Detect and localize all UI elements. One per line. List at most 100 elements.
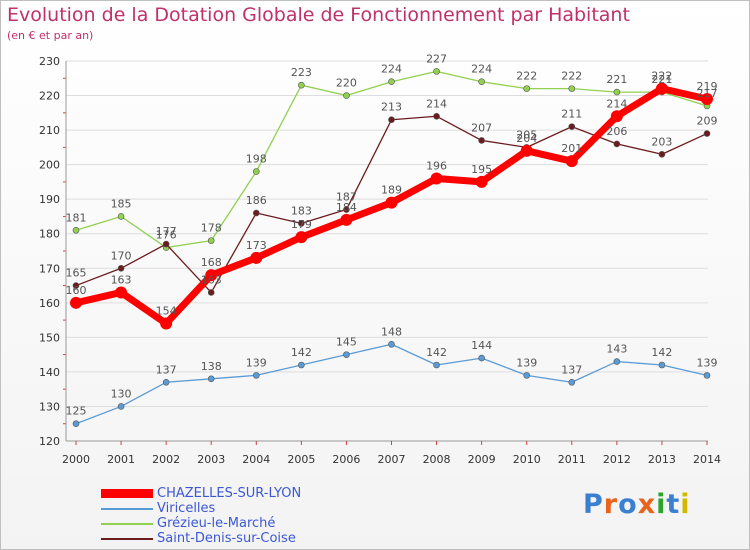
data-labels: 125 130 137 138 139 142 145 148 142 144 139 137 143 1… xyxy=(66,52,718,417)
logo-letter: i xyxy=(680,489,691,520)
x-tick-label: 2012 xyxy=(603,453,631,466)
data-label: 177 xyxy=(156,225,177,238)
data-point xyxy=(385,196,398,209)
data-point xyxy=(162,240,170,248)
data-label: 142 xyxy=(426,346,447,359)
data-label: 219 xyxy=(697,80,718,93)
data-label: 144 xyxy=(471,339,492,352)
data-label: 227 xyxy=(426,52,447,65)
data-point xyxy=(475,175,488,188)
x-tick-label: 2002 xyxy=(152,453,180,466)
legend-swatch xyxy=(101,522,153,525)
y-tick-label: 170 xyxy=(39,262,60,275)
x-tick-label: 2004 xyxy=(242,453,270,466)
data-label: 145 xyxy=(336,336,357,349)
x-tick-label: 2009 xyxy=(468,453,496,466)
x-tick-label: 2006 xyxy=(332,453,360,466)
y-tick-labels: 120 130 140 150 160 170 180 190 200 210 220 230 xyxy=(39,55,60,448)
data-point xyxy=(430,172,443,185)
data-label: 154 xyxy=(156,305,177,318)
data-label: 173 xyxy=(246,239,267,252)
x-tick-label: 2007 xyxy=(378,453,406,466)
data-point xyxy=(388,78,395,86)
data-point xyxy=(388,340,395,348)
data-point xyxy=(343,206,350,213)
y-tick-label: 220 xyxy=(39,90,60,103)
legend-label: Viricelles xyxy=(157,501,216,516)
y-tick-label: 200 xyxy=(39,159,60,172)
x-tick-label: 2010 xyxy=(513,453,541,466)
data-label: 223 xyxy=(291,66,312,79)
data-label: 214 xyxy=(426,97,447,110)
data-point xyxy=(610,110,623,123)
logo-letter: o xyxy=(618,489,638,520)
data-point xyxy=(655,82,668,95)
data-point xyxy=(658,361,666,369)
y-tick-label: 130 xyxy=(39,400,60,413)
x-tick-label: 2001 xyxy=(107,453,135,466)
data-point xyxy=(658,150,666,158)
data-point xyxy=(340,213,353,226)
data-label: 221 xyxy=(651,73,672,86)
data-label: 130 xyxy=(111,387,132,400)
series-line-viricelles xyxy=(75,343,708,425)
data-point xyxy=(343,92,350,99)
data-label: 160 xyxy=(66,284,87,297)
data-label: 125 xyxy=(66,405,87,418)
data-point xyxy=(207,289,215,296)
data-label: 137 xyxy=(561,363,582,376)
data-point xyxy=(72,282,80,289)
data-point xyxy=(207,375,215,383)
data-point xyxy=(613,140,621,148)
legend-item: Saint-Denis-sur-Coise xyxy=(101,531,296,546)
data-label: 142 xyxy=(291,346,312,359)
data-label: 203 xyxy=(651,135,672,148)
data-label: 163 xyxy=(111,273,132,286)
data-point xyxy=(433,112,440,120)
data-point xyxy=(478,78,485,86)
data-point xyxy=(115,286,128,299)
data-point xyxy=(117,403,125,410)
data-point xyxy=(162,378,170,386)
legend-label: Grézieu-le-Marché xyxy=(157,516,276,531)
logo-letter: i xyxy=(656,489,667,520)
data-label: 183 xyxy=(291,204,312,217)
data-label: 185 xyxy=(111,197,132,210)
data-point xyxy=(568,123,576,130)
data-label: 138 xyxy=(201,360,222,373)
y-tick-label: 120 xyxy=(39,435,60,448)
data-label: 222 xyxy=(516,70,537,83)
data-point xyxy=(613,88,621,96)
logo-letter: r xyxy=(603,489,619,520)
data-label: 176 xyxy=(156,229,177,242)
data-point xyxy=(568,378,576,386)
y-tick-label: 140 xyxy=(39,366,60,379)
data-point xyxy=(298,81,305,89)
data-point xyxy=(478,354,485,362)
y-tick-label: 230 xyxy=(39,55,60,68)
axes xyxy=(63,61,708,445)
data-point xyxy=(343,351,350,358)
data-label: 187 xyxy=(336,191,357,204)
data-label: 148 xyxy=(381,325,402,338)
data-label: 137 xyxy=(156,363,177,376)
y-tick-label: 150 xyxy=(39,331,60,344)
data-point xyxy=(205,269,218,282)
data-label: 179 xyxy=(291,218,312,231)
data-label: 143 xyxy=(606,343,627,356)
data-point xyxy=(250,251,263,264)
x-tick-label: 2000 xyxy=(62,453,90,466)
data-label: 209 xyxy=(697,115,718,128)
data-label: 189 xyxy=(381,184,402,197)
data-label: 213 xyxy=(381,101,402,114)
proxiti-logo: Proxiti xyxy=(583,489,691,520)
data-label: 222 xyxy=(561,70,582,83)
x-tick-label: 2003 xyxy=(197,453,225,466)
data-point xyxy=(295,231,308,244)
y-tick-label: 180 xyxy=(39,228,60,241)
legend-item: Viricelles xyxy=(101,501,215,516)
legend-item: Grézieu-le-Marché xyxy=(101,516,275,531)
chart-subtitle: (en € et par an) xyxy=(7,29,94,42)
